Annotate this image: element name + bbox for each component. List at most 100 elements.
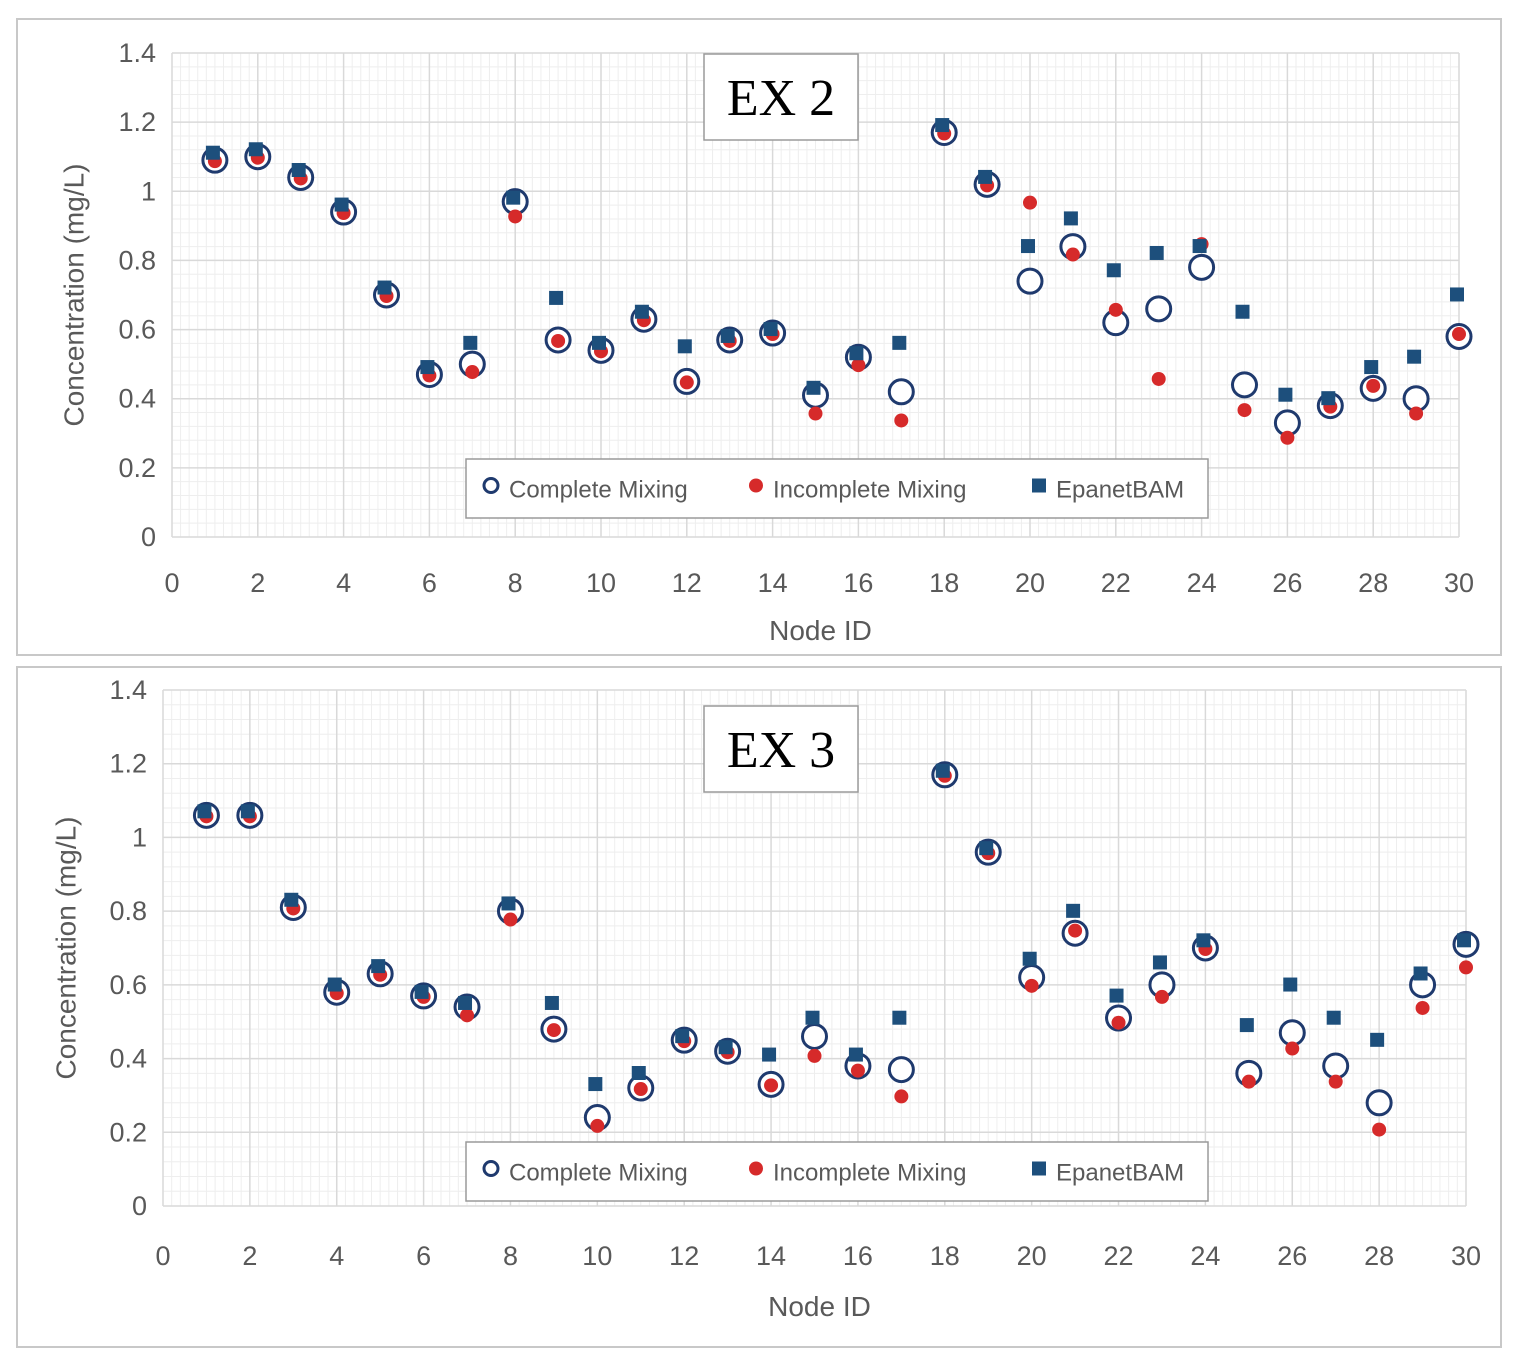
x-tick-label: 16 bbox=[843, 568, 873, 598]
chart-ex3: 0 2 4 6 8 10 12 14 16 18 20 22 24 26 28 3000.20.40.60.8… bbox=[50, 675, 1481, 1322]
point-epanetbam bbox=[371, 959, 386, 974]
point-epanetbam bbox=[197, 804, 212, 819]
point-incomplete-mixing bbox=[807, 1048, 822, 1063]
x-tick-label: 20 bbox=[1015, 568, 1045, 598]
x-tick-label: 22 bbox=[1101, 568, 1131, 598]
x-tick-label: 24 bbox=[1190, 1241, 1220, 1271]
y-tick-label: 1.2 bbox=[118, 107, 156, 137]
x-tick-label: 30 bbox=[1444, 568, 1474, 598]
point-incomplete-mixing bbox=[546, 1023, 561, 1038]
x-axis-title: Node ID bbox=[768, 1291, 871, 1322]
x-tick-label: 18 bbox=[930, 1241, 960, 1271]
point-epanetbam bbox=[544, 995, 559, 1010]
point-epanetbam bbox=[1321, 391, 1336, 406]
point-incomplete-mixing bbox=[1108, 302, 1123, 317]
legend-label: EpanetBAM bbox=[1056, 477, 1184, 504]
point-epanetbam bbox=[1283, 977, 1298, 992]
point-incomplete-mixing bbox=[1415, 1000, 1430, 1015]
point-epanetbam bbox=[240, 804, 255, 819]
legend: Complete Mixing Incomplete Mixing EpanetBA… bbox=[465, 1141, 1209, 1202]
y-tick-label: 1.4 bbox=[118, 38, 156, 68]
point-epanetbam bbox=[1326, 1010, 1341, 1025]
x-tick-label: 2 bbox=[250, 568, 265, 598]
point-incomplete-mixing bbox=[465, 365, 480, 380]
point-incomplete-mixing bbox=[808, 406, 823, 421]
point-epanetbam bbox=[549, 290, 564, 305]
point-incomplete-mixing bbox=[851, 358, 866, 373]
point-epanetbam bbox=[806, 380, 821, 395]
point-epanetbam bbox=[463, 335, 478, 350]
point-epanetbam bbox=[205, 145, 220, 160]
point-incomplete-mixing bbox=[1409, 406, 1424, 421]
x-tick-label: 4 bbox=[336, 568, 351, 598]
point-epanetbam bbox=[805, 1010, 820, 1025]
y-axis-title: Concentration (mg/L) bbox=[50, 816, 81, 1079]
point-epanetbam bbox=[1149, 245, 1164, 260]
point-epanetbam bbox=[935, 763, 950, 778]
point-incomplete-mixing bbox=[894, 1089, 909, 1104]
legend-marker-epanetbam bbox=[1032, 478, 1046, 493]
x-tick-label: 24 bbox=[1187, 568, 1217, 598]
point-incomplete-mixing bbox=[503, 912, 518, 927]
point-epanetbam bbox=[458, 995, 473, 1010]
point-epanetbam bbox=[1364, 360, 1379, 375]
chart-ex2: 0 2 4 6 8 10 12 14 16 18 20 22 24 26 28 3000.20.40.60.8… bbox=[58, 38, 1474, 646]
x-tick-label: 2 bbox=[242, 1241, 257, 1271]
point-complete-mixing bbox=[1322, 1052, 1350, 1080]
point-epanetbam bbox=[978, 169, 993, 184]
y-tick-label: 1.4 bbox=[109, 675, 147, 705]
legend-box bbox=[465, 458, 1209, 519]
legend-label: Incomplete Mixing bbox=[773, 477, 966, 504]
chart-title-box bbox=[703, 705, 859, 793]
point-epanetbam bbox=[334, 197, 349, 212]
x-tick-label: 8 bbox=[503, 1241, 518, 1271]
point-epanetbam bbox=[420, 360, 435, 375]
point-incomplete-mixing bbox=[850, 1063, 865, 1078]
point-epanetbam bbox=[1278, 387, 1293, 402]
x-tick-label: 20 bbox=[1017, 1241, 1047, 1271]
point-epanetbam bbox=[284, 892, 299, 907]
point-epanetbam bbox=[1152, 955, 1167, 970]
y-tick-label: 0.4 bbox=[109, 1044, 147, 1074]
point-complete-mixing bbox=[1278, 1019, 1306, 1047]
legend-label: Complete Mixing bbox=[509, 1160, 688, 1187]
x-tick-label: 26 bbox=[1277, 1241, 1307, 1271]
x-tick-label: 14 bbox=[758, 568, 788, 598]
point-epanetbam bbox=[1413, 966, 1428, 981]
x-tick-label: 6 bbox=[416, 1241, 431, 1271]
point-incomplete-mixing bbox=[633, 1082, 648, 1097]
point-epanetbam bbox=[1192, 239, 1207, 254]
point-epanetbam bbox=[979, 841, 994, 856]
y-tick-label: 0 bbox=[132, 1191, 147, 1221]
point-epanetbam bbox=[892, 335, 907, 350]
point-epanetbam bbox=[414, 984, 429, 999]
x-tick-label: 28 bbox=[1364, 1241, 1394, 1271]
point-incomplete-mixing bbox=[1452, 327, 1466, 342]
x-tick-label: 16 bbox=[843, 1241, 873, 1271]
x-tick-label: 22 bbox=[1104, 1241, 1134, 1271]
point-incomplete-mixing bbox=[1023, 195, 1037, 210]
point-epanetbam bbox=[849, 346, 864, 361]
point-epanetbam bbox=[720, 328, 735, 343]
legend-marker-epanetbam bbox=[1032, 1161, 1046, 1176]
point-epanetbam bbox=[634, 304, 649, 319]
point-epanetbam bbox=[675, 1029, 690, 1044]
point-epanetbam bbox=[592, 335, 606, 350]
legend: Complete Mixing Incomplete Mixing EpanetBA… bbox=[465, 458, 1209, 519]
data-points bbox=[201, 118, 1473, 445]
point-complete-mixing bbox=[801, 1022, 828, 1050]
point-incomplete-mixing bbox=[508, 209, 523, 224]
y-tick-label: 0.4 bbox=[118, 384, 156, 414]
x-tick-label: 12 bbox=[669, 1241, 699, 1271]
point-epanetbam bbox=[501, 896, 516, 911]
y-tick-label: 0.8 bbox=[118, 245, 156, 275]
point-incomplete-mixing bbox=[1280, 430, 1295, 445]
legend-marker-incomplete-mixing bbox=[749, 1161, 763, 1176]
point-complete-mixing bbox=[1365, 1089, 1393, 1117]
y-tick-label: 1.2 bbox=[109, 749, 147, 779]
legend-marker-incomplete-mixing bbox=[749, 478, 763, 493]
point-epanetbam bbox=[1063, 211, 1078, 226]
y-tick-label: 0.2 bbox=[118, 453, 156, 483]
point-incomplete-mixing bbox=[1065, 247, 1080, 262]
point-incomplete-mixing bbox=[1241, 1074, 1256, 1089]
